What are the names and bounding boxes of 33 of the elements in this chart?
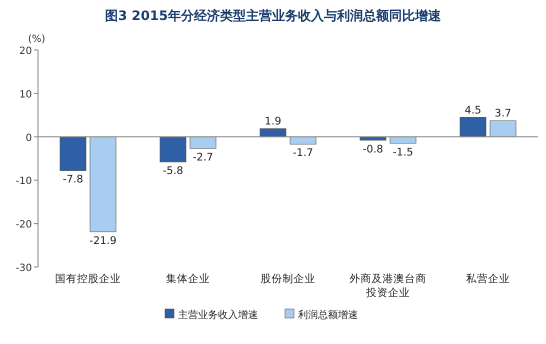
data-label: -1.5 [392, 146, 414, 158]
x-tick-label: 国有控股企业 [55, 272, 121, 285]
chart-title: 图3 2015年分经济类型主营业务收入与利润总额同比增速 [105, 8, 442, 24]
legend-label: 利润总额增速 [298, 309, 358, 321]
bar [60, 136, 86, 171]
data-label: 3.7 [494, 108, 512, 120]
data-label: -21.9 [89, 234, 117, 247]
bar [260, 128, 286, 138]
data-label: 1.9 [264, 116, 282, 128]
bar [460, 117, 486, 138]
y-tick-label: -20 [16, 220, 32, 231]
data-label: -0.8 [362, 143, 384, 156]
y-tick-label: -10 [16, 176, 32, 188]
data-label: -2.7 [192, 152, 214, 164]
legend-label: 主营业务收入增速 [178, 309, 258, 321]
y-tick-label: -30 [16, 263, 32, 274]
x-tick-label: 私营企业 [466, 272, 510, 285]
bar [190, 136, 216, 149]
bar [290, 136, 316, 144]
x-tick-label: 股份制企业 [260, 272, 316, 285]
y-tick-label: 10 [19, 89, 32, 100]
data-label: -7.8 [62, 174, 84, 186]
bar [90, 136, 116, 232]
x-tick-label: 集体企业 [166, 272, 210, 285]
data-label: 4.5 [464, 104, 482, 116]
data-label: -1.7 [292, 147, 314, 160]
x-tick-label: 外商及港澳台商投资企业 [350, 272, 426, 299]
bar [490, 120, 516, 138]
data-label: -5.8 [162, 164, 184, 177]
y-axis-title: (%) [28, 34, 46, 45]
bar [160, 136, 186, 162]
y-tick-label: 20 [19, 46, 32, 57]
y-tick-label: 0 [26, 132, 32, 144]
